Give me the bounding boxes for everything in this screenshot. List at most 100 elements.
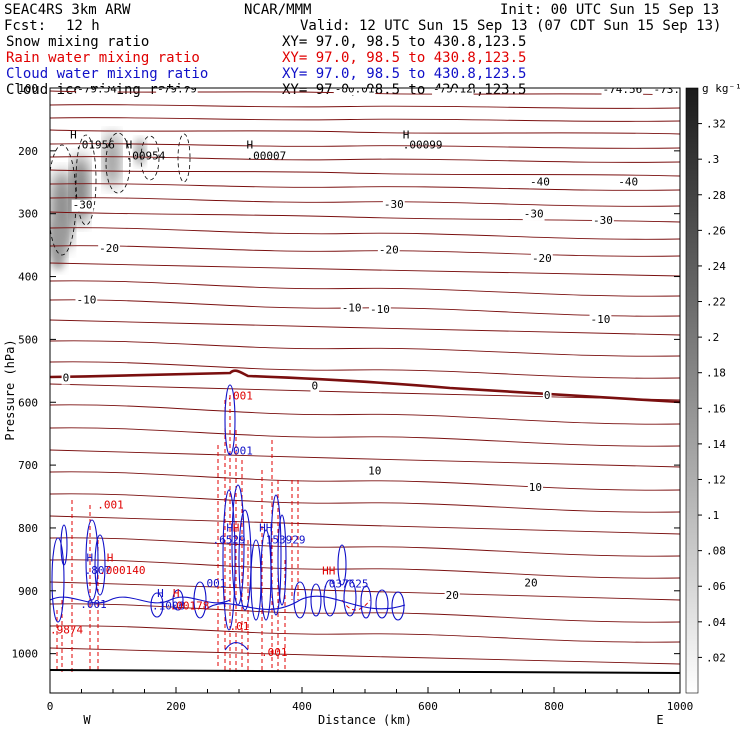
label-mask: [589, 314, 612, 327]
maximum-label: .00954: [126, 150, 166, 163]
colorbar-tick-label: .04: [706, 616, 726, 629]
colorbar-tick-label: .12: [706, 473, 726, 486]
org-label: NCAR/MMM: [244, 2, 311, 18]
x-tick-label: 1000: [667, 700, 694, 713]
label-mask: [340, 302, 363, 315]
isotherm: [50, 280, 680, 297]
maximum-label: .1008: [152, 600, 185, 613]
label-mask: [367, 465, 383, 478]
maximum-label: .001: [226, 390, 253, 403]
label-mask: [527, 481, 543, 494]
x-tick-label: 600: [418, 700, 438, 713]
label-mask: [530, 253, 553, 266]
y-tick-label: 700: [18, 459, 38, 472]
label-mask: [98, 243, 120, 256]
maximum-label: .6529: [213, 534, 246, 547]
isotherm: [50, 537, 680, 557]
y-tick-label: 100: [18, 82, 38, 95]
label-mask: [369, 304, 391, 317]
y-tick-label: 200: [18, 145, 38, 158]
temperature-label: 10: [529, 481, 542, 494]
temperature-label: -30: [384, 198, 404, 211]
x-tick-label: 200: [166, 700, 186, 713]
valid-label: Valid: 12 UTC Sun 15 Sep 13 (07 CDT Sun …: [300, 18, 721, 34]
temperature-label: -30: [73, 199, 93, 212]
maximum-label: H: [87, 551, 94, 564]
label-mask: [601, 88, 644, 97]
isotherm: [50, 515, 680, 535]
colorbar-tick-label: .22: [706, 296, 726, 309]
colorbar-tick-label: .32: [706, 118, 726, 131]
isotherm: [50, 299, 680, 317]
temperature-label: -40: [618, 175, 638, 188]
temperature-label: 0: [311, 380, 318, 393]
x-tick-label: 800: [544, 700, 564, 713]
isotherm: [50, 361, 680, 379]
maximum-label: H: [157, 587, 164, 600]
x-tick-label: 400: [292, 700, 312, 713]
isotherm: [50, 169, 680, 177]
temperature-label: -80.01: [335, 82, 375, 95]
maximum-label: .037625: [322, 578, 368, 591]
label-mask: [652, 88, 680, 97]
temperature-label: 10: [368, 465, 381, 478]
rain-contours: [56, 395, 371, 672]
y-tick-label: 500: [18, 333, 38, 346]
label-mask: [432, 88, 474, 96]
isotherm: [50, 129, 680, 135]
colorbar-tick-label: .02: [706, 651, 726, 664]
temperature-label: -30: [593, 214, 613, 227]
temperature-label: 20: [446, 589, 459, 602]
isotherm: [50, 104, 680, 109]
temperature-label: -20: [379, 243, 399, 256]
isotherm: [50, 493, 680, 513]
isotherm: [50, 559, 680, 579]
isotherm: [50, 471, 680, 491]
isotherm: [50, 449, 680, 468]
temperature-label: -10: [76, 294, 96, 307]
colorbar: g kg⁻¹ .02 .04 .06 .08 .1 .12 .14 .16 .18 .2 .22 .2…: [685, 82, 740, 694]
isotherm: [50, 404, 680, 425]
maximum-label: .001: [97, 498, 124, 511]
label-mask: [522, 208, 545, 221]
maximum-label: .807: [85, 564, 112, 577]
maximum-label: .001: [80, 598, 107, 611]
y-tick-label: 800: [18, 522, 38, 535]
label-mask: [377, 244, 400, 257]
y-tick-label: 300: [18, 208, 38, 221]
label-mask: [71, 199, 94, 212]
temperature-label: -73.61: [654, 83, 694, 96]
colorbar-tick-label: .06: [706, 580, 726, 593]
y-tick-label: 1000: [12, 648, 39, 661]
isotherm: [50, 647, 680, 665]
plot-area: -79.54 -79.79 -80.01 -75.12 -74.56 -73.61 -40 -…: [50, 82, 694, 674]
maximum-label: H: [126, 138, 133, 151]
cloud-water-contours: [50, 384, 406, 651]
x-right-label: E: [656, 713, 663, 727]
x-left-label: W: [83, 713, 91, 727]
maximum-label: .9874: [50, 624, 83, 637]
isotherm: [50, 427, 680, 447]
colorbar-tick-label: .1: [706, 509, 719, 522]
y-tick-label: 600: [18, 396, 38, 409]
contour-labels: -79.54 -79.79 -80.01 -75.12 -74.56 -73.61 -40 -…: [50, 82, 694, 659]
init-label: Init: 00 UTC Sun 15 Sep 13: [500, 2, 719, 18]
temperature-contours: [50, 90, 680, 665]
colorbar-tick-label: .26: [706, 224, 726, 237]
maximum-label: .000140: [99, 564, 145, 577]
temperature-label: -10: [370, 303, 390, 316]
y-tick-label: 400: [18, 271, 38, 284]
maximum-label: .153929: [259, 534, 305, 547]
temperature-label: -10: [342, 302, 362, 315]
fcst-label: Fcst:: [4, 18, 46, 34]
label-mask: [542, 390, 552, 403]
freezing-isotherm: [50, 369, 680, 404]
maximum-label: H: [226, 522, 233, 535]
isotherm: [50, 262, 680, 277]
maximum-label: H: [233, 522, 240, 535]
temperature-label: -20: [99, 242, 119, 255]
isotherm: [50, 319, 680, 336]
isotherm: [50, 383, 680, 401]
colorbar-tick-label: .16: [706, 402, 726, 415]
x-axis-label: Distance (km): [318, 713, 412, 727]
